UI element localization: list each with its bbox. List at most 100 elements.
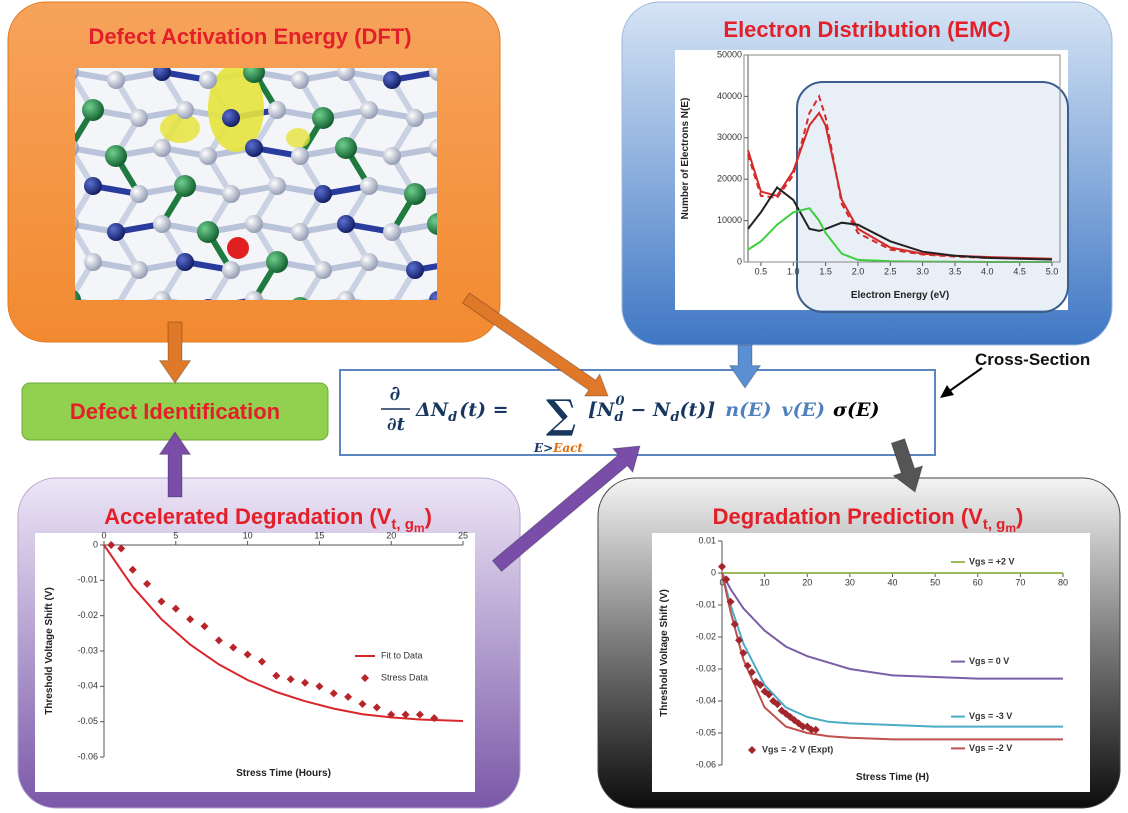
atom — [245, 139, 263, 157]
x-axis-label: Electron Energy (eV) — [851, 290, 949, 301]
y-axis-label: Number of Electrons N(E) — [680, 98, 691, 220]
y-tick-label: 10000 — [717, 215, 742, 225]
atom — [222, 185, 240, 203]
x-tick-label: 10 — [243, 530, 253, 540]
eq-numerator: ∂ — [390, 381, 401, 405]
series-label: Vgs = 0 V — [969, 656, 1009, 666]
x-axis-label: Stress Time (Hours) — [236, 768, 331, 779]
x-tick-label: 3.0 — [916, 266, 929, 276]
y-tick-label: -0.06 — [77, 751, 98, 761]
atom — [84, 177, 102, 195]
atom — [404, 183, 426, 205]
atom — [107, 223, 125, 241]
atom — [199, 71, 217, 89]
legend-label: Stress Data — [381, 672, 428, 682]
eq-part: n(E) — [725, 399, 771, 421]
atom — [227, 237, 249, 259]
y-tick-label: 0 — [737, 256, 742, 266]
title-sub: m — [1005, 521, 1016, 535]
eq-sub: d — [670, 410, 679, 425]
atom — [199, 147, 217, 165]
x-tick-label: 3.5 — [949, 266, 962, 276]
x-tick-label: 4.5 — [1013, 266, 1026, 276]
title-part: Accelerated Degradation (V — [104, 504, 392, 529]
x-tick-label: 1.5 — [819, 266, 832, 276]
pointer — [948, 368, 982, 392]
x-tick-label: 70 — [1015, 577, 1025, 587]
atom — [268, 177, 286, 195]
title-part: ) — [425, 504, 432, 529]
atom — [312, 107, 334, 129]
title-part: Degradation Prediction (V — [713, 504, 983, 529]
eq-part: v(E) — [782, 399, 826, 421]
x-tick-label: 2.0 — [852, 266, 865, 276]
eq-part: Eact — [552, 441, 583, 455]
atom — [360, 253, 378, 271]
chart-panel — [652, 533, 1090, 792]
y-axis-label: Threshold Voltage Shift (V) — [659, 589, 670, 717]
y-tick-label: -0.01 — [695, 599, 716, 609]
x-tick-label: 20 — [386, 530, 396, 540]
y-tick-label: -0.01 — [77, 575, 98, 585]
identification-label: Defect Identification — [70, 399, 280, 424]
x-tick-label: 60 — [973, 577, 983, 587]
title-part: ) — [1016, 504, 1023, 529]
atom — [153, 139, 171, 157]
eq-sub: d — [448, 410, 457, 425]
y-tick-label: 0 — [711, 567, 716, 577]
pointer-head — [940, 385, 954, 398]
x-tick-label: 50 — [930, 577, 940, 587]
eq-part: [N — [588, 399, 615, 421]
atom — [314, 261, 332, 279]
eq-sup: 0 — [615, 394, 624, 409]
x-tick-label: 5 — [173, 530, 178, 540]
atom — [176, 253, 194, 271]
orbital — [160, 113, 200, 143]
y-tick-label: -0.06 — [695, 759, 716, 769]
atom — [153, 215, 171, 233]
y-axis-label: Threshold Voltage Shift (V) — [44, 587, 55, 715]
atom — [130, 185, 148, 203]
series-label: Vgs = -3 V — [969, 711, 1012, 721]
dft-title: Defect Activation Energy (DFT) — [88, 24, 411, 49]
y-tick-label: -0.05 — [77, 716, 98, 726]
x-tick-label: 1.0 — [787, 266, 800, 276]
annotation: Cross-Section — [975, 350, 1090, 369]
x-tick-label: 0 — [101, 530, 106, 540]
atom — [105, 145, 127, 167]
eq-part: σ(E) — [833, 399, 879, 421]
eq-part: (t) = — [459, 399, 508, 421]
x-tick-label: 2.5 — [884, 266, 897, 276]
series-label: Vgs = +2 V — [969, 556, 1015, 566]
eq-denominator: ∂t — [387, 414, 406, 435]
y-tick-label: -0.05 — [695, 727, 716, 737]
atom — [291, 223, 309, 241]
atom — [335, 137, 357, 159]
x-tick-label: 5.0 — [1046, 266, 1059, 276]
x-axis-label: Stress Time (H) — [856, 772, 929, 783]
eq-rhs: [Nd0− Nd(t)]n(E)v(E)σ(E) — [588, 394, 880, 425]
x-tick-label: 40 — [887, 577, 897, 587]
atom — [291, 147, 309, 165]
y-tick-label: 40000 — [717, 91, 742, 101]
legend-label: Fit to Data — [381, 650, 423, 660]
y-tick-label: -0.02 — [695, 631, 716, 641]
y-tick-label: 50000 — [717, 49, 742, 59]
title-sub: m — [414, 521, 425, 535]
chart-panel — [35, 533, 475, 792]
atom — [360, 177, 378, 195]
emc-title: Electron Distribution (EMC) — [723, 17, 1010, 42]
atom — [337, 215, 355, 233]
diagram: Defect Activation Energy (DFT) Electron … — [0, 0, 1128, 813]
x-tick-label: 20 — [802, 577, 812, 587]
atom — [197, 221, 219, 243]
atom — [360, 101, 378, 119]
x-tick-label: 10 — [760, 577, 770, 587]
eq-part: (t)] — [680, 399, 716, 421]
atom — [82, 99, 104, 121]
atom — [268, 101, 286, 119]
y-tick-label: 20000 — [717, 174, 742, 184]
y-tick-label: -0.04 — [695, 695, 716, 705]
atom — [383, 223, 401, 241]
atom — [245, 215, 263, 233]
